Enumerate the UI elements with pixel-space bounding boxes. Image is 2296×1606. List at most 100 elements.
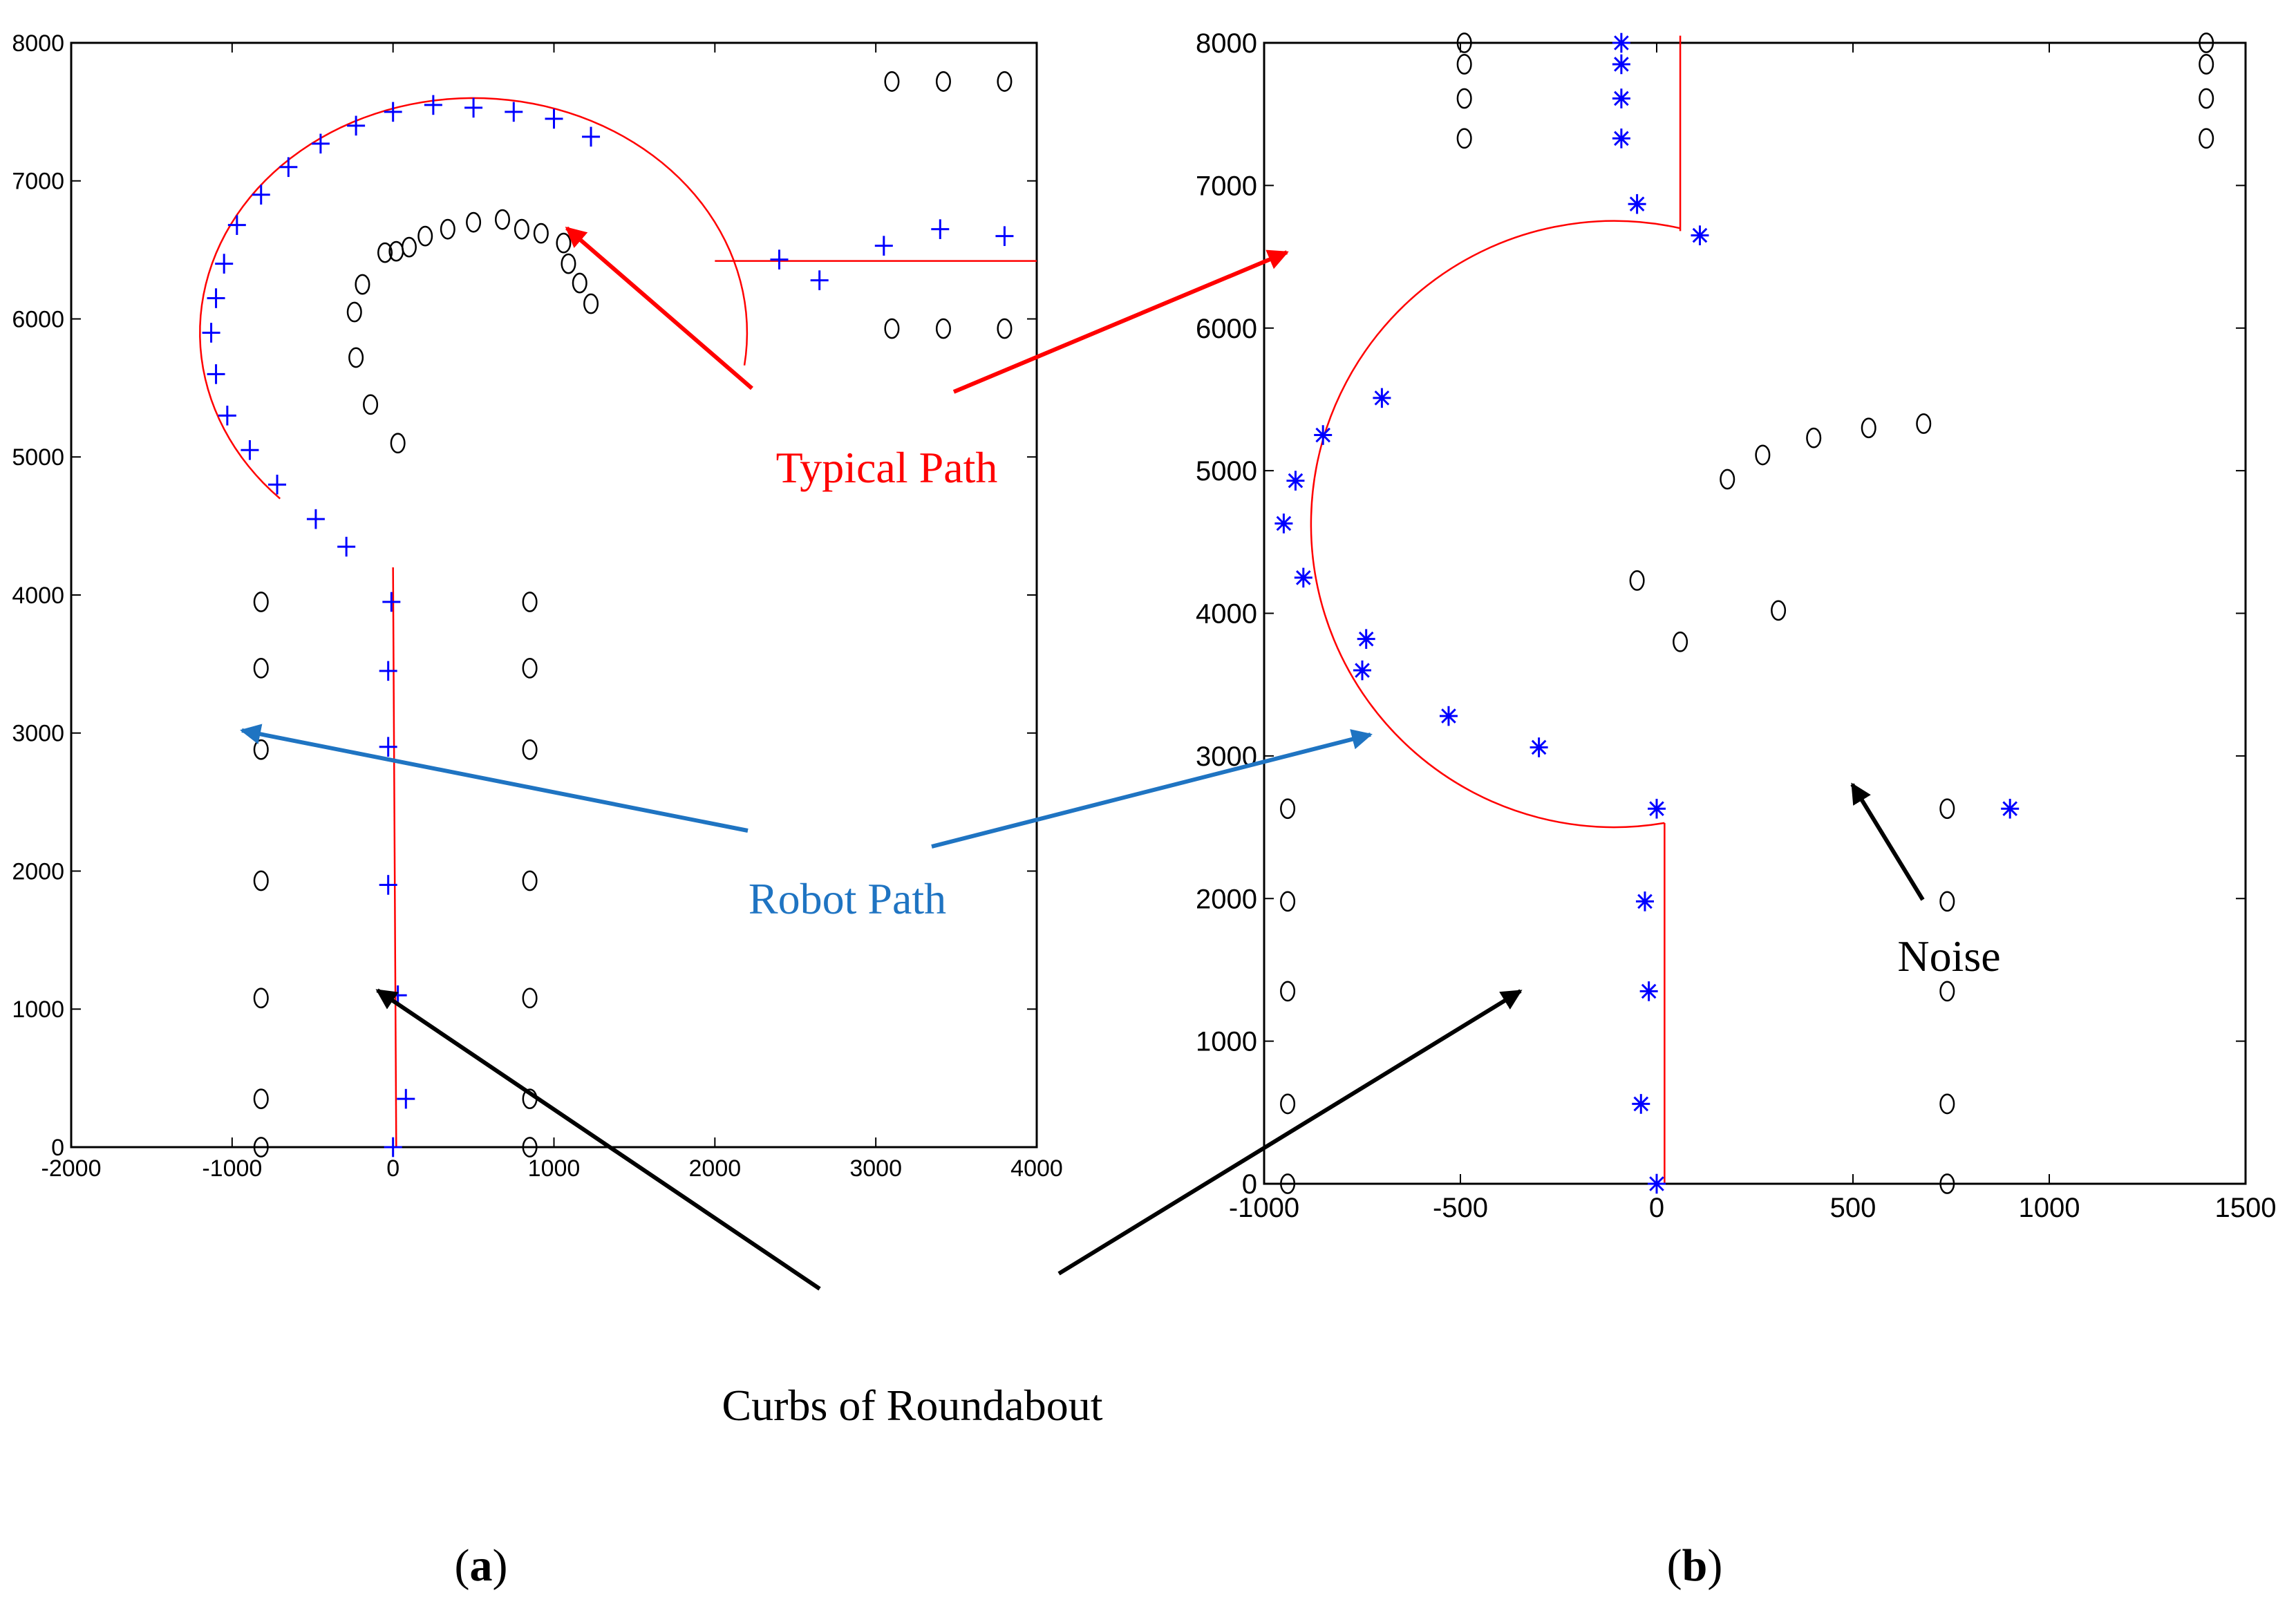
panel-a-xtick-label: -2000 <box>41 1155 102 1182</box>
curb-point-marker <box>363 394 379 415</box>
curb-point-marker <box>1806 427 1822 448</box>
robot-path-marker <box>995 226 1014 246</box>
curb-point-marker <box>494 209 510 230</box>
panel-b-ytick-label: 4000 <box>1196 599 1257 630</box>
robot-path-marker <box>397 1088 415 1109</box>
curb-point-marker <box>522 870 538 891</box>
curb-point-marker <box>1456 32 1472 53</box>
curb-point-marker <box>1861 417 1876 439</box>
robot-path-marker <box>1353 660 1371 681</box>
robot-path-marker <box>337 536 356 557</box>
robot-path-marker <box>874 236 893 256</box>
robot-path-marker <box>1612 32 1630 53</box>
curbs-label: Curbs of Roundabout <box>722 1381 1102 1430</box>
noise-label: Noise <box>1897 932 2000 981</box>
panel-a-ytick-label: 2000 <box>12 858 64 885</box>
curb-point-marker <box>997 318 1013 339</box>
robot-path-marker <box>1373 388 1391 408</box>
robot-path-marker <box>1648 1173 1666 1194</box>
robot-path-marker <box>931 219 950 239</box>
robot-path-marker <box>252 185 270 205</box>
robot-path-marker <box>770 249 789 270</box>
curb-point-marker <box>1771 600 1787 621</box>
robot-path-marker <box>1639 981 1658 1001</box>
robot-path-marker <box>810 270 829 290</box>
panel-b-tick-marks <box>1263 42 2246 1184</box>
curb-point-marker <box>583 293 599 314</box>
curb-point-marker <box>522 1137 538 1158</box>
curb-point-marker <box>253 1137 269 1158</box>
panel-a-xtick-label: 3000 <box>849 1155 902 1182</box>
robot-path-marker <box>545 108 563 129</box>
robot-path-marker <box>241 440 259 460</box>
curb-point-marker <box>1280 798 1296 820</box>
robot-path-marker <box>1612 54 1630 75</box>
typical-path-line <box>392 567 397 1148</box>
panel-a-ytick-label: 5000 <box>12 444 64 471</box>
robot-path-marker <box>1691 225 1709 245</box>
robot-path-marker <box>1439 706 1458 726</box>
curb-point-marker <box>997 71 1013 92</box>
robot-path-marker <box>268 474 287 495</box>
curb-point-marker <box>2199 88 2214 109</box>
panel-b-ytick-label: 2000 <box>1196 884 1257 914</box>
curb-point-marker <box>1939 981 1955 1002</box>
curb-point-marker <box>466 211 482 233</box>
curb-point-marker <box>377 242 393 263</box>
panel-a: -2000 -1000 0 1000 2000 3000 4000 0 1000 2000 3000… <box>12 30 1062 1182</box>
robot-path-marker <box>207 288 225 308</box>
panel-b-xtick-label: -500 <box>1433 1193 1488 1223</box>
robot-path-marker <box>1530 737 1548 757</box>
typical-path-arrow-a <box>565 226 753 390</box>
curb-point-marker <box>884 71 900 92</box>
panel-a-plot-area <box>199 71 1037 1158</box>
curb-point-marker <box>253 1088 269 1109</box>
curb-point-marker <box>884 318 900 339</box>
curb-point-marker <box>522 592 538 612</box>
curb-point-marker <box>522 988 538 1009</box>
curb-point-marker <box>522 657 538 679</box>
panel-b-caption: (b) <box>1667 1540 1723 1591</box>
curb-point-marker <box>253 657 269 679</box>
panel-a-ytick-label: 8000 <box>12 30 64 57</box>
curb-point-marker <box>1939 798 1955 820</box>
robot-path-marker <box>207 364 225 384</box>
typical-path-line <box>199 97 749 500</box>
robot-path-marker <box>306 509 325 529</box>
curb-point-marker <box>514 218 529 240</box>
curb-point-marker <box>561 253 576 274</box>
panel-a-xtick-label: 1000 <box>528 1155 581 1182</box>
panel-b-tick-labels: -1000 -500 0 500 1000 15000100020003000400050… <box>1196 28 2276 1223</box>
panel-a-ytick-label: 3000 <box>12 721 64 747</box>
curb-point-marker <box>935 71 951 92</box>
robot-path-marker <box>464 97 483 118</box>
robot-path-marker <box>384 102 402 122</box>
robot-path-marker <box>202 323 220 343</box>
curb-point-marker <box>253 870 269 891</box>
robot-path-label: Robot Path <box>749 874 946 923</box>
robot-path-marker <box>582 126 601 147</box>
robot-path-marker <box>384 1137 402 1158</box>
curb-point-marker <box>253 988 269 1009</box>
panel-b-plot-area <box>1274 32 2214 1194</box>
panel-a-caption-letter: a <box>470 1540 493 1591</box>
noise-arrow <box>1850 782 1925 901</box>
robot-path-marker <box>279 157 298 178</box>
panel-b-xtick-label: 1500 <box>2215 1193 2277 1223</box>
robot-path-arrow-a <box>240 724 749 833</box>
curb-point-marker <box>1939 1173 1955 1194</box>
panel-a-ytick-label: 6000 <box>12 306 64 332</box>
robot-path-marker <box>379 661 397 681</box>
panel-a-ytick-label: 7000 <box>12 169 64 195</box>
curb-point-marker <box>2199 32 2214 53</box>
curb-point-marker <box>1280 1173 1296 1194</box>
panel-b-xtick-label: 1000 <box>2019 1193 2080 1223</box>
robot-path-marker <box>1632 1094 1650 1114</box>
curb-point-marker <box>1673 631 1688 652</box>
robot-path-marker <box>1648 798 1666 819</box>
robot-path-marker <box>1635 891 1654 911</box>
panel-b-ytick-label: 7000 <box>1196 171 1257 201</box>
panel-b-ytick-label: 1000 <box>1196 1027 1257 1057</box>
curb-point-marker <box>2199 54 2214 75</box>
curb-point-marker <box>533 223 549 244</box>
